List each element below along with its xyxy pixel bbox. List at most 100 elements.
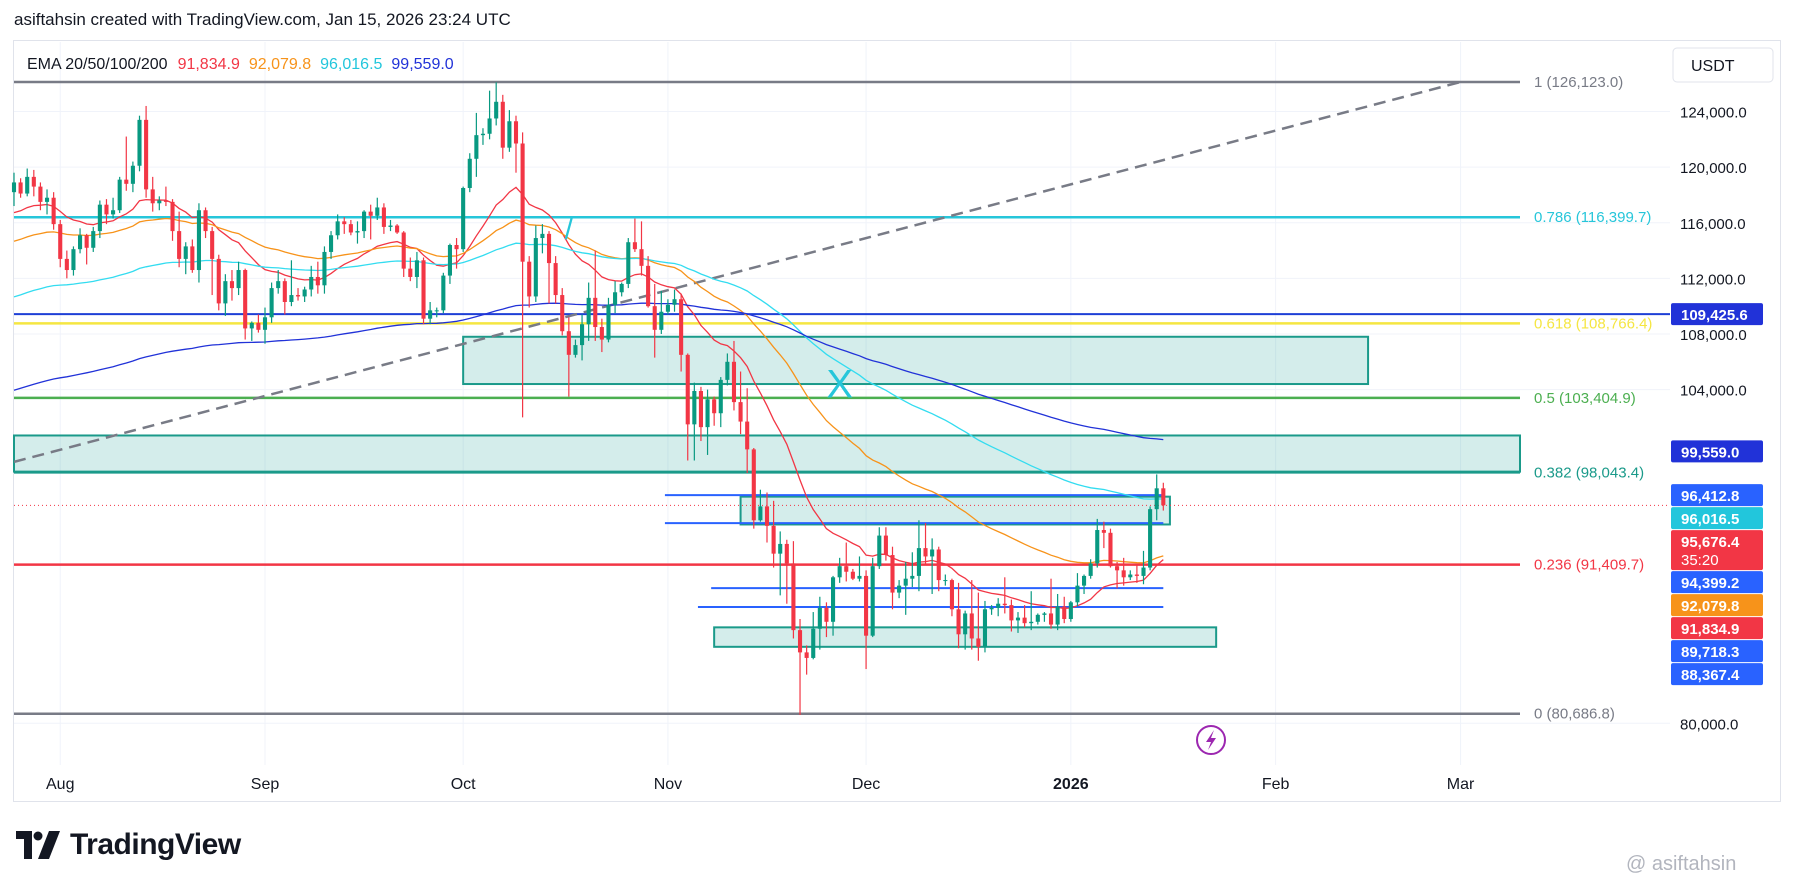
candle[interactable] <box>38 182 43 211</box>
candle[interactable] <box>982 600 988 653</box>
candle[interactable] <box>1082 574 1087 594</box>
candle[interactable] <box>850 568 855 581</box>
candle[interactable] <box>322 246 327 294</box>
candle[interactable] <box>797 619 803 715</box>
candle[interactable] <box>1108 528 1113 568</box>
candle[interactable] <box>652 283 657 358</box>
candle[interactable] <box>751 447 756 529</box>
candle[interactable] <box>831 575 836 636</box>
candle[interactable] <box>566 317 571 397</box>
candle[interactable] <box>897 580 902 599</box>
candle[interactable] <box>996 598 1001 617</box>
candle[interactable] <box>447 243 452 284</box>
candle[interactable] <box>414 251 419 289</box>
candle[interactable] <box>348 219 353 236</box>
candle[interactable] <box>771 500 776 568</box>
candle[interactable] <box>811 612 816 660</box>
candle[interactable] <box>804 645 809 675</box>
candle[interactable] <box>1062 596 1067 624</box>
candle[interactable] <box>111 197 116 219</box>
zone-rect[interactable] <box>739 495 1171 526</box>
candle[interactable] <box>190 239 195 273</box>
candle[interactable] <box>1101 521 1106 549</box>
candle[interactable] <box>725 353 730 386</box>
candle[interactable] <box>599 318 604 353</box>
candle[interactable] <box>163 186 168 207</box>
candle[interactable] <box>1088 559 1093 579</box>
candle[interactable] <box>421 257 426 325</box>
candle[interactable] <box>1134 564 1139 583</box>
candle[interactable] <box>97 200 102 239</box>
candle[interactable] <box>243 268 248 340</box>
zone-rect[interactable] <box>462 335 1370 386</box>
candle[interactable] <box>936 546 941 592</box>
candle[interactable] <box>969 580 974 650</box>
candle[interactable] <box>461 186 466 252</box>
candle[interactable] <box>764 492 770 543</box>
candle[interactable] <box>943 574 948 586</box>
candle[interactable] <box>210 226 215 296</box>
candle[interactable] <box>1128 570 1133 581</box>
candle[interactable] <box>507 110 512 152</box>
currency-button[interactable] <box>1672 47 1774 83</box>
candle[interactable] <box>289 260 294 307</box>
candle[interactable] <box>963 610 968 650</box>
candle[interactable] <box>1161 482 1166 511</box>
candle[interactable] <box>315 261 320 294</box>
candle[interactable] <box>784 539 789 604</box>
candle[interactable] <box>679 293 684 372</box>
candle[interactable] <box>494 82 499 126</box>
candle[interactable] <box>408 257 413 282</box>
candle[interactable] <box>223 274 228 316</box>
candle[interactable] <box>388 219 393 232</box>
candle[interactable] <box>428 302 433 325</box>
candle[interactable] <box>216 254 221 311</box>
drawing-marker[interactable]: / <box>565 213 574 246</box>
candle[interactable] <box>44 189 50 215</box>
candle[interactable] <box>910 552 915 588</box>
candle[interactable] <box>78 228 83 254</box>
candle[interactable] <box>1029 591 1034 631</box>
candle[interactable] <box>454 238 459 269</box>
candle[interactable] <box>527 256 532 308</box>
candle[interactable] <box>203 207 208 239</box>
candle[interactable] <box>236 261 241 296</box>
candle[interactable] <box>877 527 882 569</box>
candle[interactable] <box>282 278 287 315</box>
candle[interactable] <box>474 112 479 177</box>
lightning-icon[interactable] <box>1196 725 1226 755</box>
candle[interactable] <box>903 562 908 615</box>
candle[interactable] <box>18 178 23 198</box>
candle[interactable] <box>500 94 505 159</box>
candle[interactable] <box>672 289 677 312</box>
candle[interactable] <box>381 203 386 234</box>
candle[interactable] <box>1115 562 1120 589</box>
candle[interactable] <box>1009 599 1014 632</box>
candle[interactable] <box>546 231 552 304</box>
candle[interactable] <box>520 132 525 418</box>
candle[interactable] <box>989 605 994 615</box>
candle[interactable] <box>64 250 69 279</box>
candle[interactable] <box>11 172 17 207</box>
candle[interactable] <box>1048 578 1054 629</box>
candle[interactable] <box>329 231 334 259</box>
trendline[interactable] <box>13 80 1461 464</box>
candle[interactable] <box>533 225 538 303</box>
candle[interactable] <box>1002 577 1007 614</box>
candle[interactable] <box>731 340 737 411</box>
candle[interactable] <box>355 221 360 244</box>
candle[interactable] <box>269 282 274 323</box>
candle[interactable] <box>758 489 763 522</box>
candle[interactable] <box>560 288 565 336</box>
candle[interactable] <box>1055 593 1060 631</box>
candle[interactable] <box>256 314 261 333</box>
candle[interactable] <box>916 520 921 592</box>
candle[interactable] <box>144 105 149 198</box>
candle[interactable] <box>553 256 558 304</box>
candle[interactable] <box>395 224 400 234</box>
candle[interactable] <box>276 270 281 294</box>
candle[interactable] <box>480 128 486 145</box>
candle[interactable] <box>1141 550 1146 585</box>
candle[interactable] <box>930 538 935 594</box>
candle[interactable] <box>606 297 611 343</box>
